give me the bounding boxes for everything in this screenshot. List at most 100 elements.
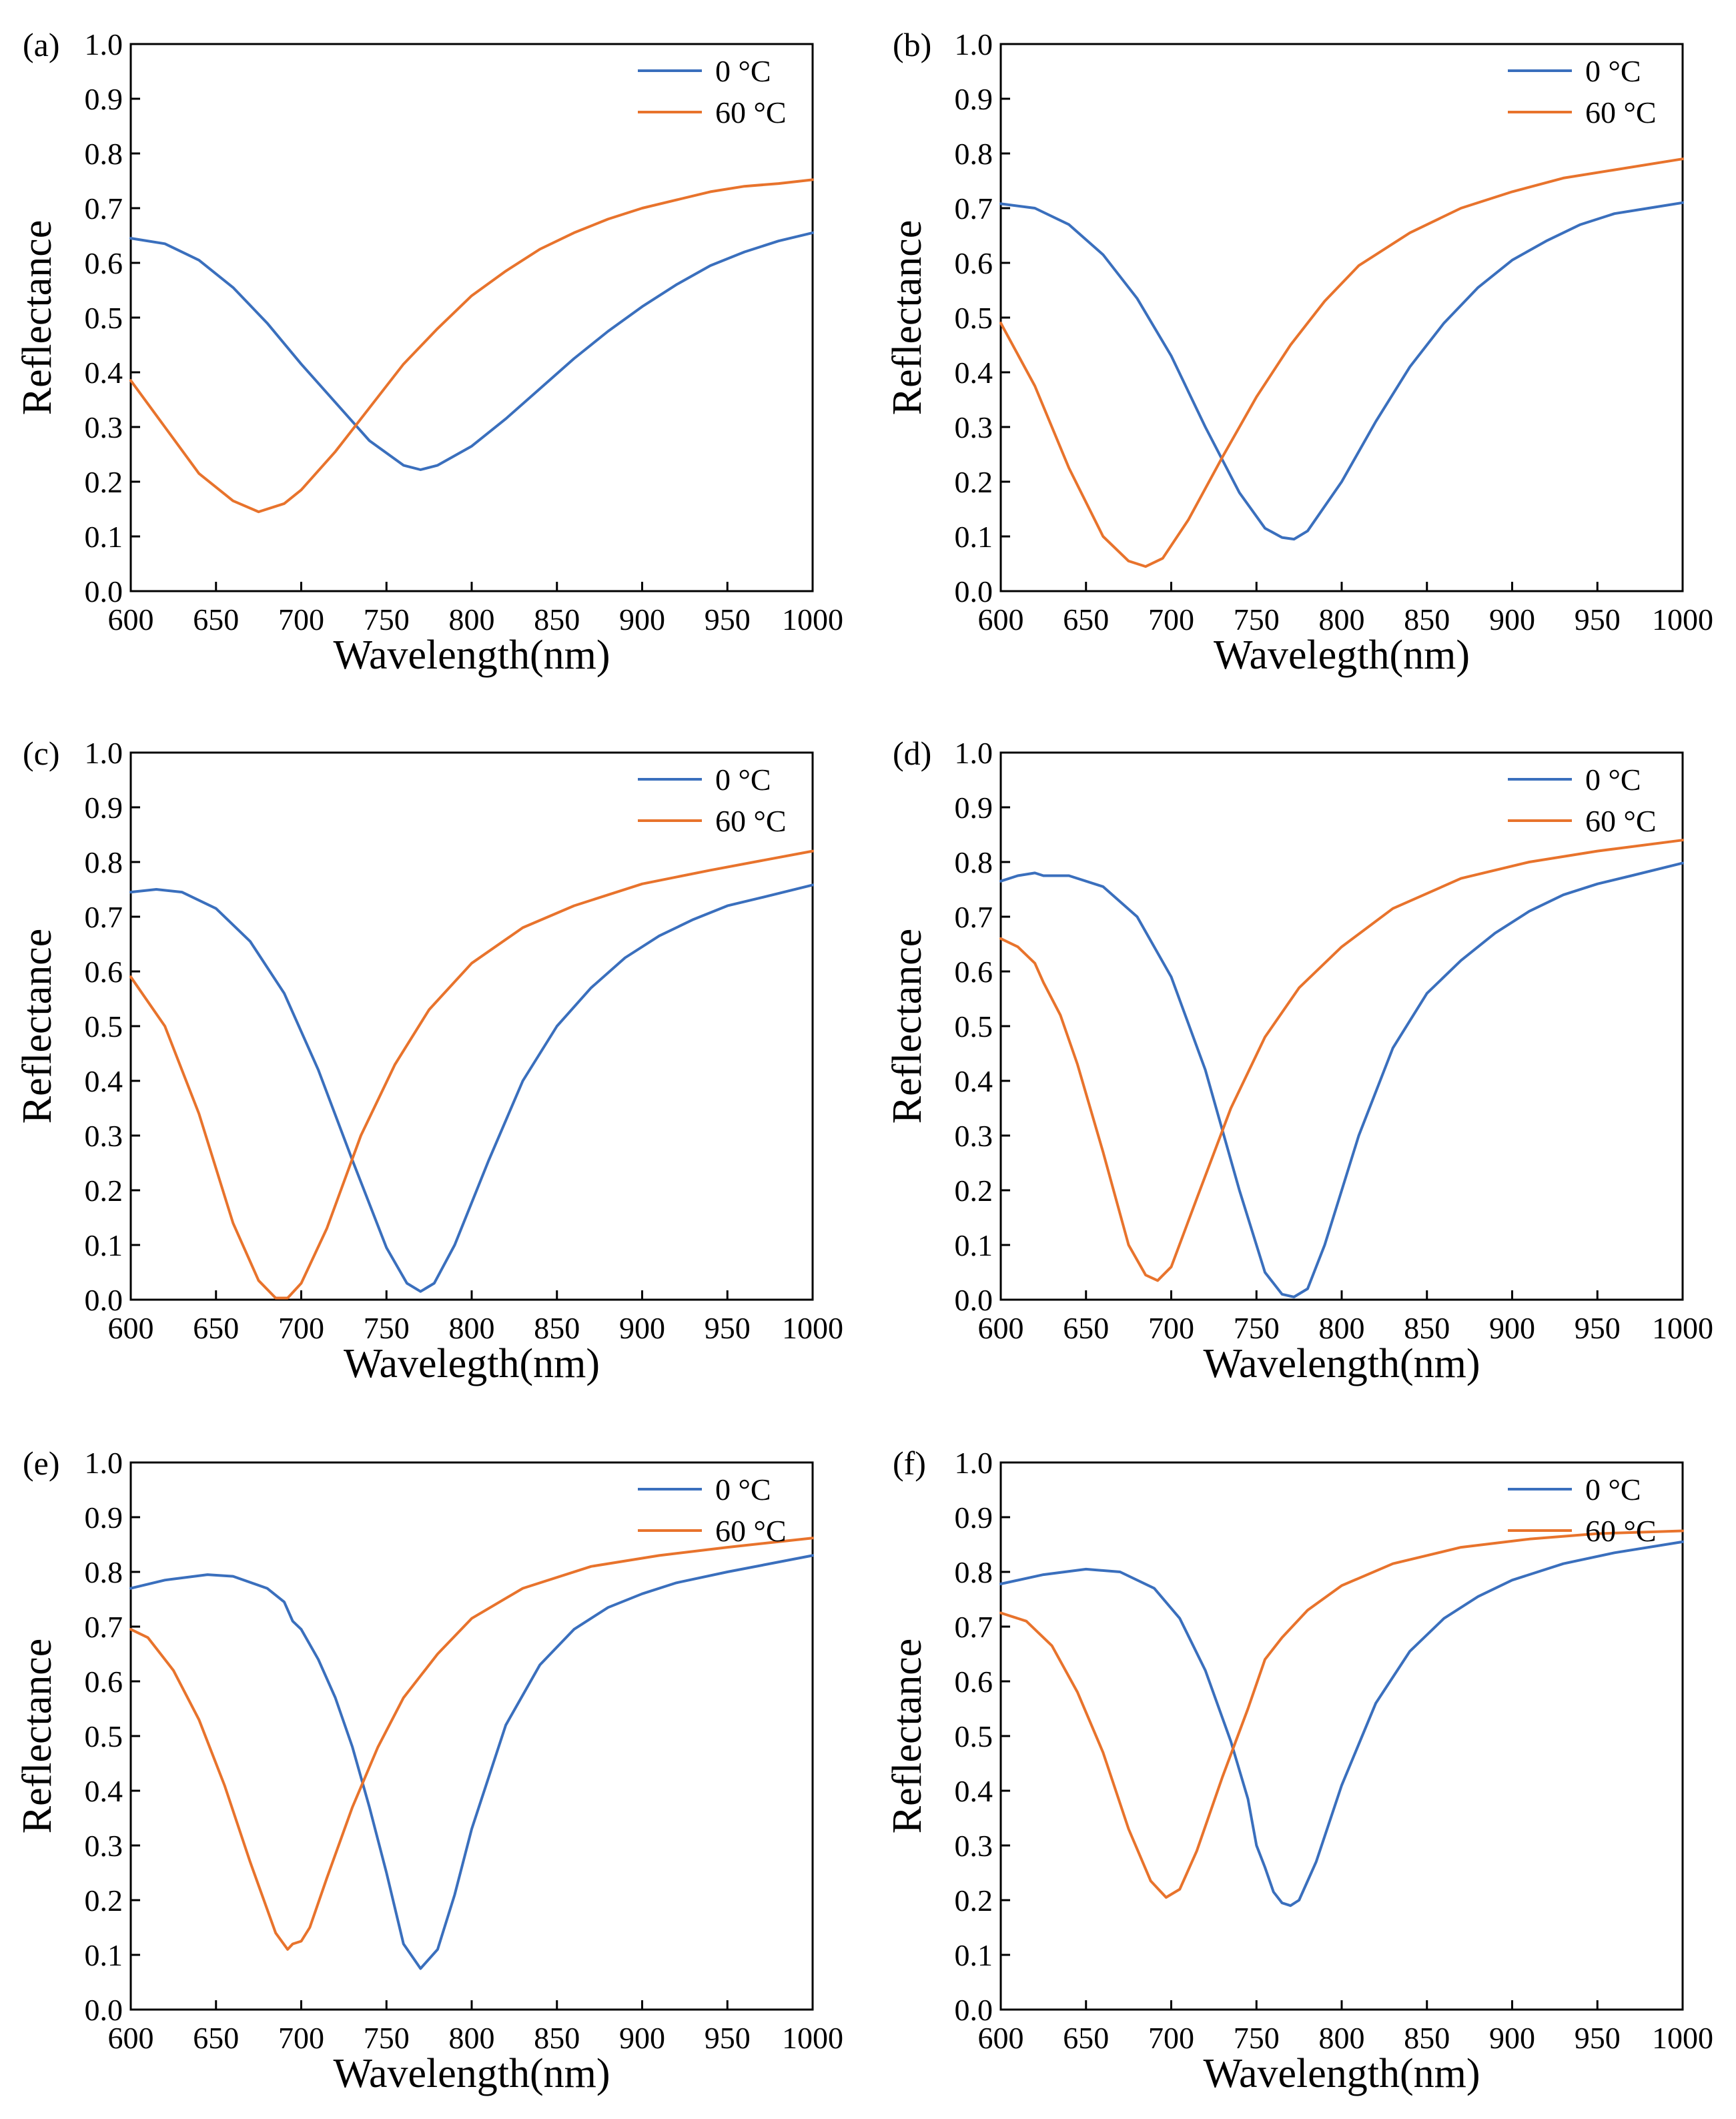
x-axis-title: Wavelength(nm) <box>333 632 610 678</box>
x-tick-label: 650 <box>1063 2021 1109 2055</box>
x-tick-label: 850 <box>1404 1311 1450 1345</box>
legend-label: 60 °C <box>715 804 787 838</box>
y-tick-label: 0.3 <box>85 410 123 444</box>
y-tick-label: 0.4 <box>955 1064 993 1098</box>
x-tick-label: 950 <box>1575 1311 1621 1345</box>
y-tick-label: 0.7 <box>85 900 123 934</box>
y-tick-label: 0.8 <box>85 1555 123 1589</box>
y-tick-label: 0.0 <box>955 574 993 608</box>
y-tick-label: 0.6 <box>85 1665 123 1699</box>
y-tick-label: 0.9 <box>85 82 123 116</box>
series-line <box>999 157 1684 568</box>
plot-frame <box>999 43 1684 592</box>
plot-frame <box>129 43 814 592</box>
legend-label: 0 °C <box>1585 763 1641 797</box>
y-tick-label: 0.6 <box>85 955 123 989</box>
y-axis-title: Reflectance <box>15 1639 60 1834</box>
y-tick-label: 0.3 <box>955 410 993 444</box>
legend-label: 0 °C <box>715 763 771 797</box>
y-tick-label: 0.2 <box>85 465 123 499</box>
y-tick-label: 0.5 <box>85 1719 123 1753</box>
chart-panel: 600 650 700 750 800 850 900 950 1000 0.0 0.1 0.2 0.3… <box>15 26 843 678</box>
series-line <box>129 1537 814 1951</box>
x-axis-title: Wavelength(nm) <box>1203 1341 1480 1386</box>
x-tick-label: 700 <box>278 602 324 637</box>
legend-label: 0 °C <box>715 54 771 88</box>
y-axis-title: Reflectance <box>885 929 930 1124</box>
x-axis-title: Wavelength(nm) <box>333 2051 610 2096</box>
x-tick-label: 750 <box>1234 602 1280 637</box>
y-tick-label: 0.8 <box>955 1555 993 1589</box>
x-axis-title: Wavelegth(nm) <box>1214 632 1470 678</box>
x-tick-label: 750 <box>1234 2021 1280 2055</box>
x-tick-label: 1000 <box>782 602 843 637</box>
x-tick-label: 700 <box>278 1311 324 1345</box>
y-tick-label: 0.1 <box>85 1938 123 1972</box>
x-tick-label: 750 <box>364 1311 410 1345</box>
y-tick-label: 0.7 <box>955 1610 993 1644</box>
panel-label: (a) <box>23 26 60 63</box>
x-tick-label: 600 <box>108 2021 154 2055</box>
x-tick-label: 850 <box>534 2021 580 2055</box>
y-tick-label: 0.4 <box>85 356 123 390</box>
plot-frame <box>129 751 814 1301</box>
series-line <box>129 883 814 1293</box>
chart-panel: 600 650 700 750 800 850 900 950 1000 0.0 0.1 0.2 0.3… <box>885 735 1713 1386</box>
y-tick-label: 0.2 <box>955 465 993 499</box>
y-axis-title: Reflectance <box>15 220 60 416</box>
y-tick-label: 0.9 <box>955 82 993 116</box>
plot-frame <box>999 1461 1684 2011</box>
y-tick-label: 0.7 <box>955 900 993 934</box>
x-axis-title: Wavelength(nm) <box>1203 2051 1480 2096</box>
x-tick-label: 1000 <box>1652 602 1713 637</box>
series-line <box>129 231 814 471</box>
x-tick-label: 950 <box>705 2021 751 2055</box>
x-tick-label: 850 <box>534 602 580 637</box>
x-tick-label: 1000 <box>1652 1311 1713 1345</box>
y-tick-label: 1.0 <box>955 1446 993 1480</box>
y-tick-label: 0.5 <box>955 301 993 335</box>
y-tick-label: 0.0 <box>955 1993 993 2027</box>
y-tick-label: 0.9 <box>955 791 993 825</box>
y-tick-label: 0.0 <box>85 1283 123 1317</box>
panel-label: (d) <box>893 735 931 772</box>
series-line <box>129 849 814 1300</box>
series-line <box>129 178 814 514</box>
legend-label: 60 °C <box>1585 95 1657 129</box>
x-tick-label: 1000 <box>1652 2021 1713 2055</box>
y-tick-label: 0.2 <box>955 1883 993 1918</box>
y-tick-label: 0.0 <box>955 1283 993 1317</box>
y-tick-label: 0.8 <box>85 137 123 171</box>
y-axis-title: Reflectance <box>885 220 930 416</box>
y-axis-title: Reflectance <box>15 929 60 1124</box>
y-tick-label: 0.1 <box>85 520 123 554</box>
x-tick-label: 850 <box>1404 2021 1450 2055</box>
y-tick-label: 0.4 <box>955 356 993 390</box>
x-tick-label: 900 <box>619 1311 665 1345</box>
panel-label: (f) <box>893 1444 926 1482</box>
x-tick-label: 700 <box>278 2021 324 2055</box>
x-tick-label: 850 <box>1404 602 1450 637</box>
x-tick-label: 800 <box>449 602 495 637</box>
y-tick-label: 0.5 <box>85 301 123 335</box>
y-tick-label: 0.6 <box>85 246 123 280</box>
series-line <box>999 839 1684 1282</box>
y-tick-label: 0.4 <box>85 1774 123 1808</box>
plot-frame <box>129 1461 814 2011</box>
y-tick-label: 0.2 <box>85 1883 123 1918</box>
x-tick-label: 950 <box>1575 2021 1621 2055</box>
y-tick-label: 1.0 <box>85 27 123 61</box>
y-tick-label: 0.0 <box>85 574 123 608</box>
x-tick-label: 800 <box>1319 2021 1365 2055</box>
y-tick-label: 0.1 <box>955 1228 993 1262</box>
y-tick-label: 0.0 <box>85 1993 123 2027</box>
legend-label: 0 °C <box>715 1472 771 1507</box>
y-tick-label: 0.4 <box>85 1064 123 1098</box>
chart-panel: 600 650 700 750 800 850 900 950 1000 0.0 0.1 0.2 0.3… <box>885 26 1713 678</box>
panel-label: (c) <box>23 735 60 772</box>
legend-label: 60 °C <box>715 95 787 129</box>
y-tick-label: 0.5 <box>85 1009 123 1043</box>
y-tick-label: 0.2 <box>955 1174 993 1208</box>
panel-label: (b) <box>893 26 931 63</box>
